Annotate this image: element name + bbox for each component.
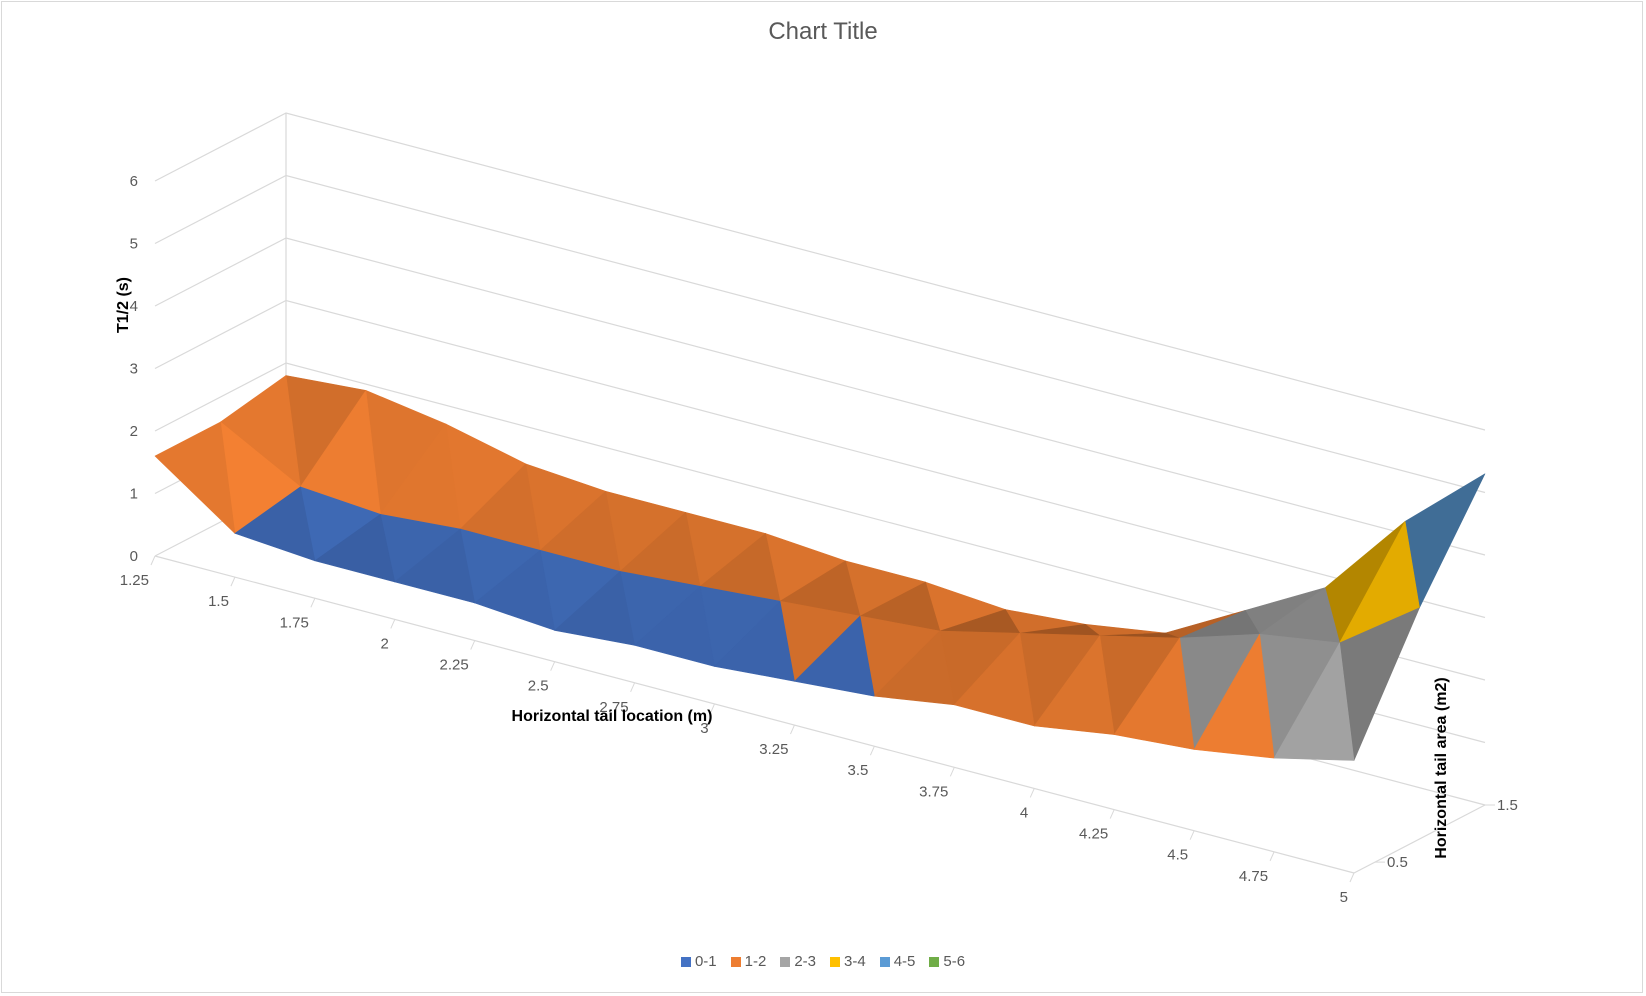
x-tick-mark (710, 703, 715, 714)
x-tick-label: 4.25 (1079, 826, 1108, 843)
legend-swatch (879, 956, 890, 967)
legend-label: 4-5 (893, 953, 916, 970)
x-tick-label: 4.75 (1239, 868, 1268, 885)
x-tick-label: 3.75 (919, 783, 948, 800)
x-tick-label: 1.75 (280, 614, 309, 631)
chart-axes: 0 1 2 3 4 5 6 1.25 1.5 1.75 2 2.25 2.5 2.75 3 3.25 3.5 3.… (120, 173, 1518, 906)
surface-facet (474, 549, 556, 631)
z-tick-label: 6 (130, 173, 138, 190)
chart-title: Chart Title (768, 18, 878, 45)
x-tick-label: 2.5 (528, 678, 549, 695)
x-tick-mark (230, 576, 236, 587)
x-tick-mark (150, 555, 156, 566)
x-tick-label: 3.5 (848, 762, 869, 779)
surface-facet (953, 632, 1035, 727)
z-tick-label: 5 (130, 236, 138, 253)
x-tick-mark (949, 767, 955, 777)
z-tick-label: 1 (130, 486, 138, 503)
x-tick-mark (550, 661, 556, 671)
x-tick-mark (1029, 788, 1035, 798)
z-tick-label: 2 (130, 423, 138, 440)
x-tick-mark (630, 682, 636, 693)
legend-item-0-1: 0-1 (680, 953, 717, 970)
surface-facet (1273, 642, 1355, 761)
legend-item-2-3: 2-3 (780, 953, 816, 970)
surface-facet (1404, 473, 1486, 609)
z-axis-title: T1/2 (s) (115, 277, 132, 333)
surface-facet (1034, 635, 1115, 735)
x-tick-mark (470, 640, 476, 650)
z-tick-label: 3 (130, 361, 138, 378)
x-axis-title: Horizontal tail location (m) (512, 708, 713, 725)
y-tick-label: 1.5 (1497, 797, 1518, 814)
z-tick-label: 0 (130, 548, 138, 565)
x-tick-label: 4 (1020, 804, 1028, 821)
x-tick-mark (1189, 830, 1195, 840)
chart-legend: 0-1 1-2 2-3 3-4 4-5 5-6 (0, 953, 1646, 970)
legend-swatch (780, 956, 791, 967)
x-tick-label: 4.5 (1167, 847, 1188, 864)
x-tick-mark (1349, 872, 1355, 883)
x-tick-mark (1269, 851, 1275, 862)
x-tick-label: 1.5 (208, 593, 229, 610)
x-tick-label: 2.75 (599, 699, 628, 716)
legend-label: 3-4 (844, 953, 866, 970)
surface-facet (714, 600, 795, 682)
legend-label: 2-3 (794, 953, 816, 970)
x-tick-mark (390, 619, 396, 629)
surface-facet (1113, 637, 1195, 750)
legend-label: 0-1 (694, 953, 717, 970)
legend-item-1-2: 1-2 (730, 953, 767, 970)
legend-item-3-4: 3-4 (830, 953, 866, 970)
x-tick-label: 3 (700, 720, 708, 737)
legend-item-4-5: 4-5 (879, 953, 916, 970)
surface-facet (634, 585, 715, 667)
z-tick-label: 4 (130, 298, 138, 315)
x-tick-mark (790, 724, 795, 735)
surface-facet (314, 513, 396, 583)
legend-swatch (929, 956, 940, 967)
surface-facet (234, 486, 316, 562)
y-axis-title: Horizontal tail area (m2) (1433, 677, 1450, 858)
surface-facet (1179, 610, 1260, 639)
x-tick-mark (869, 745, 875, 756)
surface-facet (1193, 633, 1275, 759)
legend-swatch (680, 956, 691, 967)
legend-swatch (730, 956, 741, 967)
gridline-z-6 (154, 112, 1486, 431)
surface-facet (874, 630, 955, 706)
surface-facet (394, 528, 476, 604)
surface-facet (554, 571, 635, 646)
surface-plot (154, 375, 1486, 761)
legend-label: 5-6 (943, 953, 966, 970)
x-tick-mark (310, 598, 316, 608)
legend-label: 1-2 (744, 953, 767, 970)
legend-swatch (830, 956, 840, 967)
surface-facet (154, 421, 236, 534)
x-axis-line (154, 555, 1355, 874)
legend-item-5-6: 5-6 (929, 953, 965, 970)
x-tick-mark (1109, 809, 1115, 819)
x-tick-label: 5 (1340, 889, 1348, 906)
x-tick-label: 2.25 (440, 657, 469, 674)
y-tick-label: 0.5 (1387, 854, 1408, 871)
x-tick-label: 2 (380, 635, 388, 652)
y-axis-line (1353, 804, 1486, 874)
x-tick-label: 1.25 (120, 572, 149, 589)
x-tick-label: 3.25 (759, 741, 788, 758)
surface-facet (794, 615, 875, 697)
